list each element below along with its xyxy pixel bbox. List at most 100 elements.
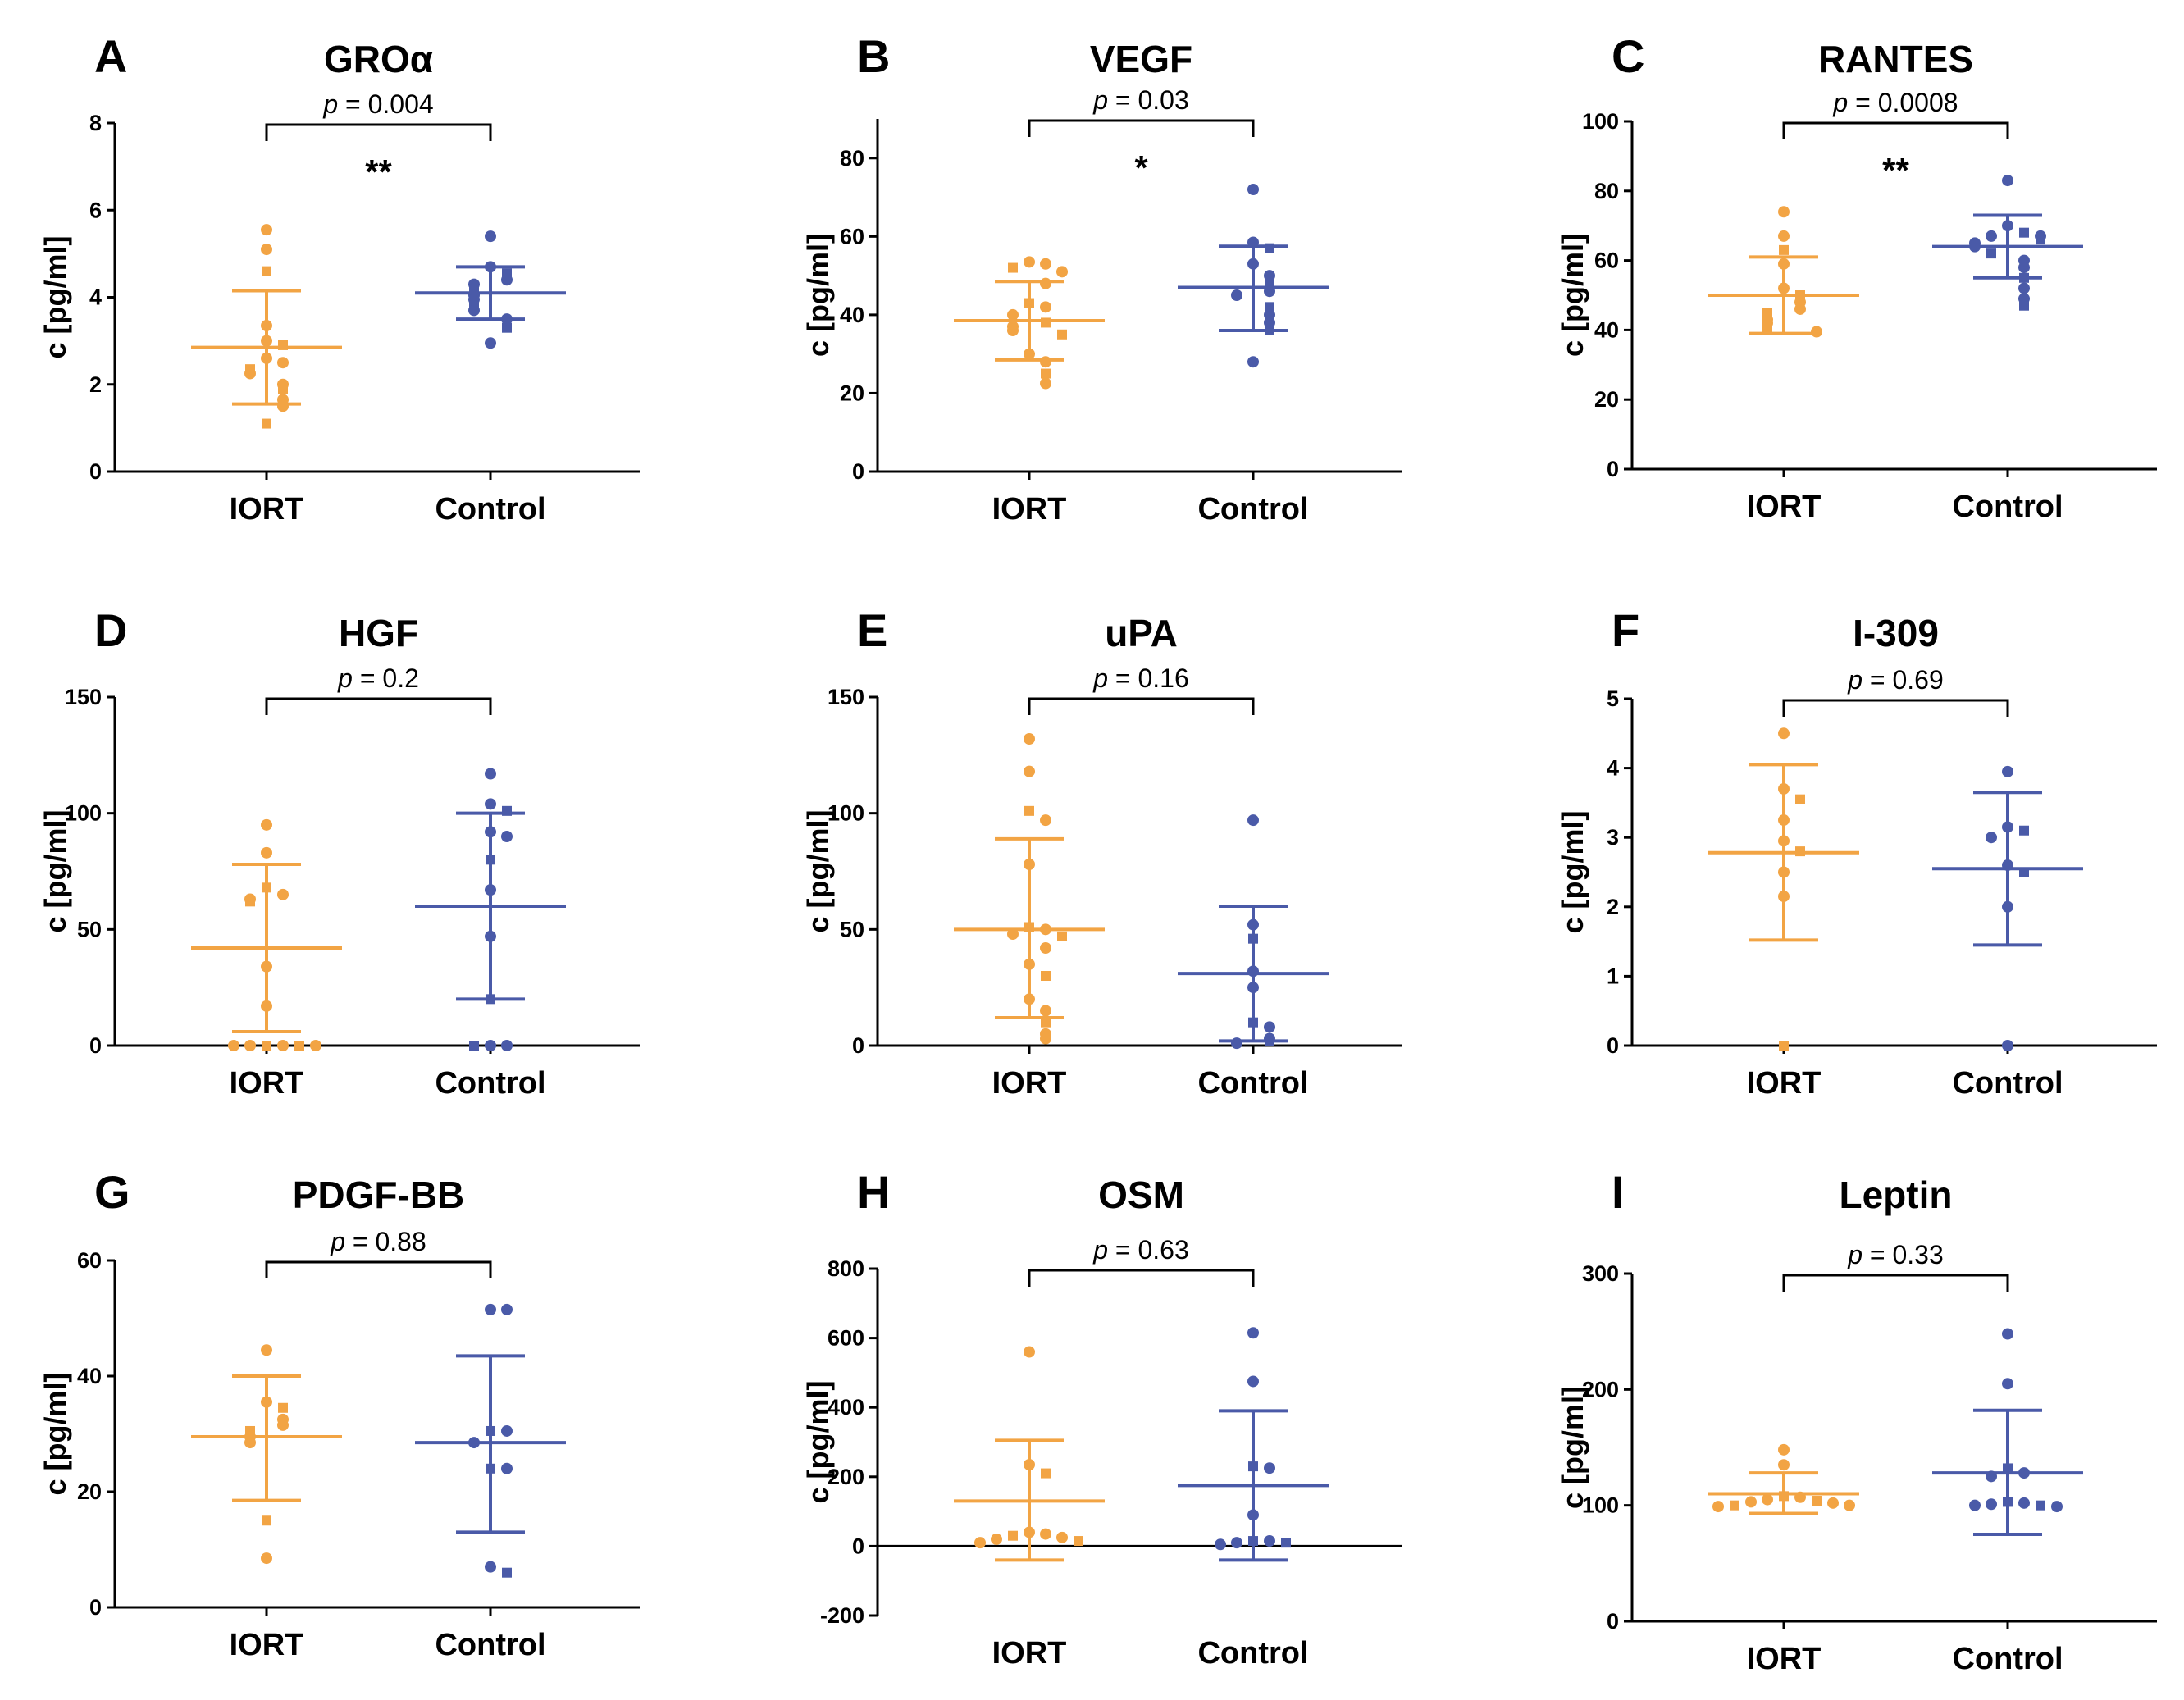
data-point <box>262 1515 271 1526</box>
data-point <box>1762 1493 1773 1506</box>
data-point <box>1778 891 1790 903</box>
chart-title: HGF <box>339 612 418 654</box>
data-point <box>1008 1530 1018 1541</box>
data-point <box>2019 867 2029 877</box>
data-point <box>245 896 255 907</box>
data-point <box>1986 1470 1997 1483</box>
data-point <box>2051 1501 2063 1513</box>
data-point <box>1040 258 1051 270</box>
y-tick-label: 50 <box>77 917 102 941</box>
data-point <box>1247 965 1259 978</box>
significance-bracket <box>1028 1269 1255 1287</box>
data-point <box>1986 1498 1997 1511</box>
data-point <box>1056 1531 1068 1543</box>
data-point <box>2002 1378 2013 1390</box>
data-point <box>485 337 496 349</box>
panel-f: F I-309 c [pg/ml] 0 1 2 3 4 5 IORT Control p = 0.69 <box>1517 574 2184 1138</box>
data-point <box>1247 356 1259 368</box>
data-point <box>501 1040 513 1051</box>
y-axis-label: c [pg/ml] <box>39 236 72 359</box>
data-point <box>1008 262 1018 273</box>
significance-bracket <box>1782 121 2009 139</box>
data-point <box>261 320 272 332</box>
data-point <box>261 1000 272 1012</box>
data-point <box>1024 922 1034 932</box>
data-point <box>1024 958 1035 970</box>
data-point <box>1040 277 1051 289</box>
y-tick-label: 0 <box>852 1033 864 1058</box>
data-point <box>261 244 272 256</box>
data-point <box>1007 308 1019 321</box>
panel-a: A GROα c [pg/ml] 0 2 4 6 8 IORT Control p = 0.004 *… <box>0 0 727 564</box>
panel-c: C RANTES c [pg/ml] 0 20 40 60 80 100 IORT Control p… <box>1517 0 2184 564</box>
x-category-label: Control <box>1197 1066 1308 1101</box>
data-point <box>974 1537 986 1549</box>
data-point <box>261 818 272 831</box>
y-axis-label: c [pg/ml] <box>39 1373 72 1496</box>
data-point <box>1265 243 1274 253</box>
chart-f: F I-309 c [pg/ml] 0 1 2 3 4 5 IORT Control p = 0.69 <box>1556 604 2157 1101</box>
y-tick-label: 0 <box>89 1595 102 1620</box>
data-point <box>469 1041 479 1051</box>
y-tick-label: 80 <box>840 146 864 171</box>
data-point <box>2019 272 2029 283</box>
data-point <box>1265 302 1274 312</box>
data-point <box>1778 206 1790 218</box>
data-point <box>1247 918 1259 931</box>
y-tick-label: 5 <box>1607 686 1619 711</box>
data-point <box>1778 727 1790 740</box>
data-point <box>1024 348 1035 360</box>
data-point <box>261 335 272 347</box>
y-tick-label: 60 <box>77 1248 102 1273</box>
data-point <box>1795 846 1805 857</box>
series-iort <box>954 256 1105 390</box>
data-point <box>1247 1327 1259 1339</box>
y-tick-label: 100 <box>1582 109 1619 134</box>
series-control <box>415 1303 566 1578</box>
data-point <box>1024 1458 1035 1470</box>
data-point <box>485 798 496 810</box>
p-symbol: p <box>330 1227 345 1256</box>
p-symbol: p <box>1847 1240 1863 1269</box>
y-axis-label: c [pg/ml] <box>801 810 835 933</box>
data-point <box>1040 1005 1051 1017</box>
data-point <box>1812 1496 1822 1506</box>
data-point <box>1231 1537 1242 1549</box>
data-point <box>310 1040 321 1051</box>
y-tick-label: 1 <box>1607 964 1619 988</box>
data-point <box>1827 1497 1839 1509</box>
data-point <box>261 352 272 364</box>
significance-bracket <box>1028 697 1255 715</box>
x-category-label: IORT <box>1747 1066 1822 1101</box>
data-point <box>1730 1500 1739 1511</box>
data-point <box>1041 317 1051 328</box>
y-tick-label: 0 <box>852 1534 864 1558</box>
data-point <box>1778 866 1790 878</box>
data-point <box>1247 982 1259 994</box>
significance-bracket <box>265 123 492 141</box>
data-point <box>244 1040 256 1051</box>
panel-letter: A <box>94 30 127 82</box>
x-category-label: IORT <box>1747 1642 1822 1676</box>
y-tick-label: 60 <box>1594 248 1619 273</box>
data-point <box>261 1344 272 1356</box>
data-point <box>261 960 272 973</box>
data-point <box>1040 301 1051 313</box>
x-category-label: Control <box>435 492 545 526</box>
data-point <box>1007 928 1019 940</box>
y-tick-label: 60 <box>840 224 864 248</box>
significance-bracket <box>1782 1274 2009 1292</box>
y-tick-label: 0 <box>852 459 864 484</box>
data-point <box>485 1303 496 1315</box>
series-control <box>415 230 566 349</box>
p-value-label: p = 0.63 <box>1092 1235 1189 1265</box>
data-point <box>2002 900 2013 913</box>
panel-letter: G <box>94 1166 130 1218</box>
data-point <box>1712 1501 1724 1513</box>
data-point <box>486 1425 495 1436</box>
y-tick-label: 300 <box>1582 1261 1619 1286</box>
data-point <box>486 855 495 865</box>
chart-title: OSM <box>1098 1174 1184 1216</box>
p-value-label: p = 0.69 <box>1847 665 1944 695</box>
